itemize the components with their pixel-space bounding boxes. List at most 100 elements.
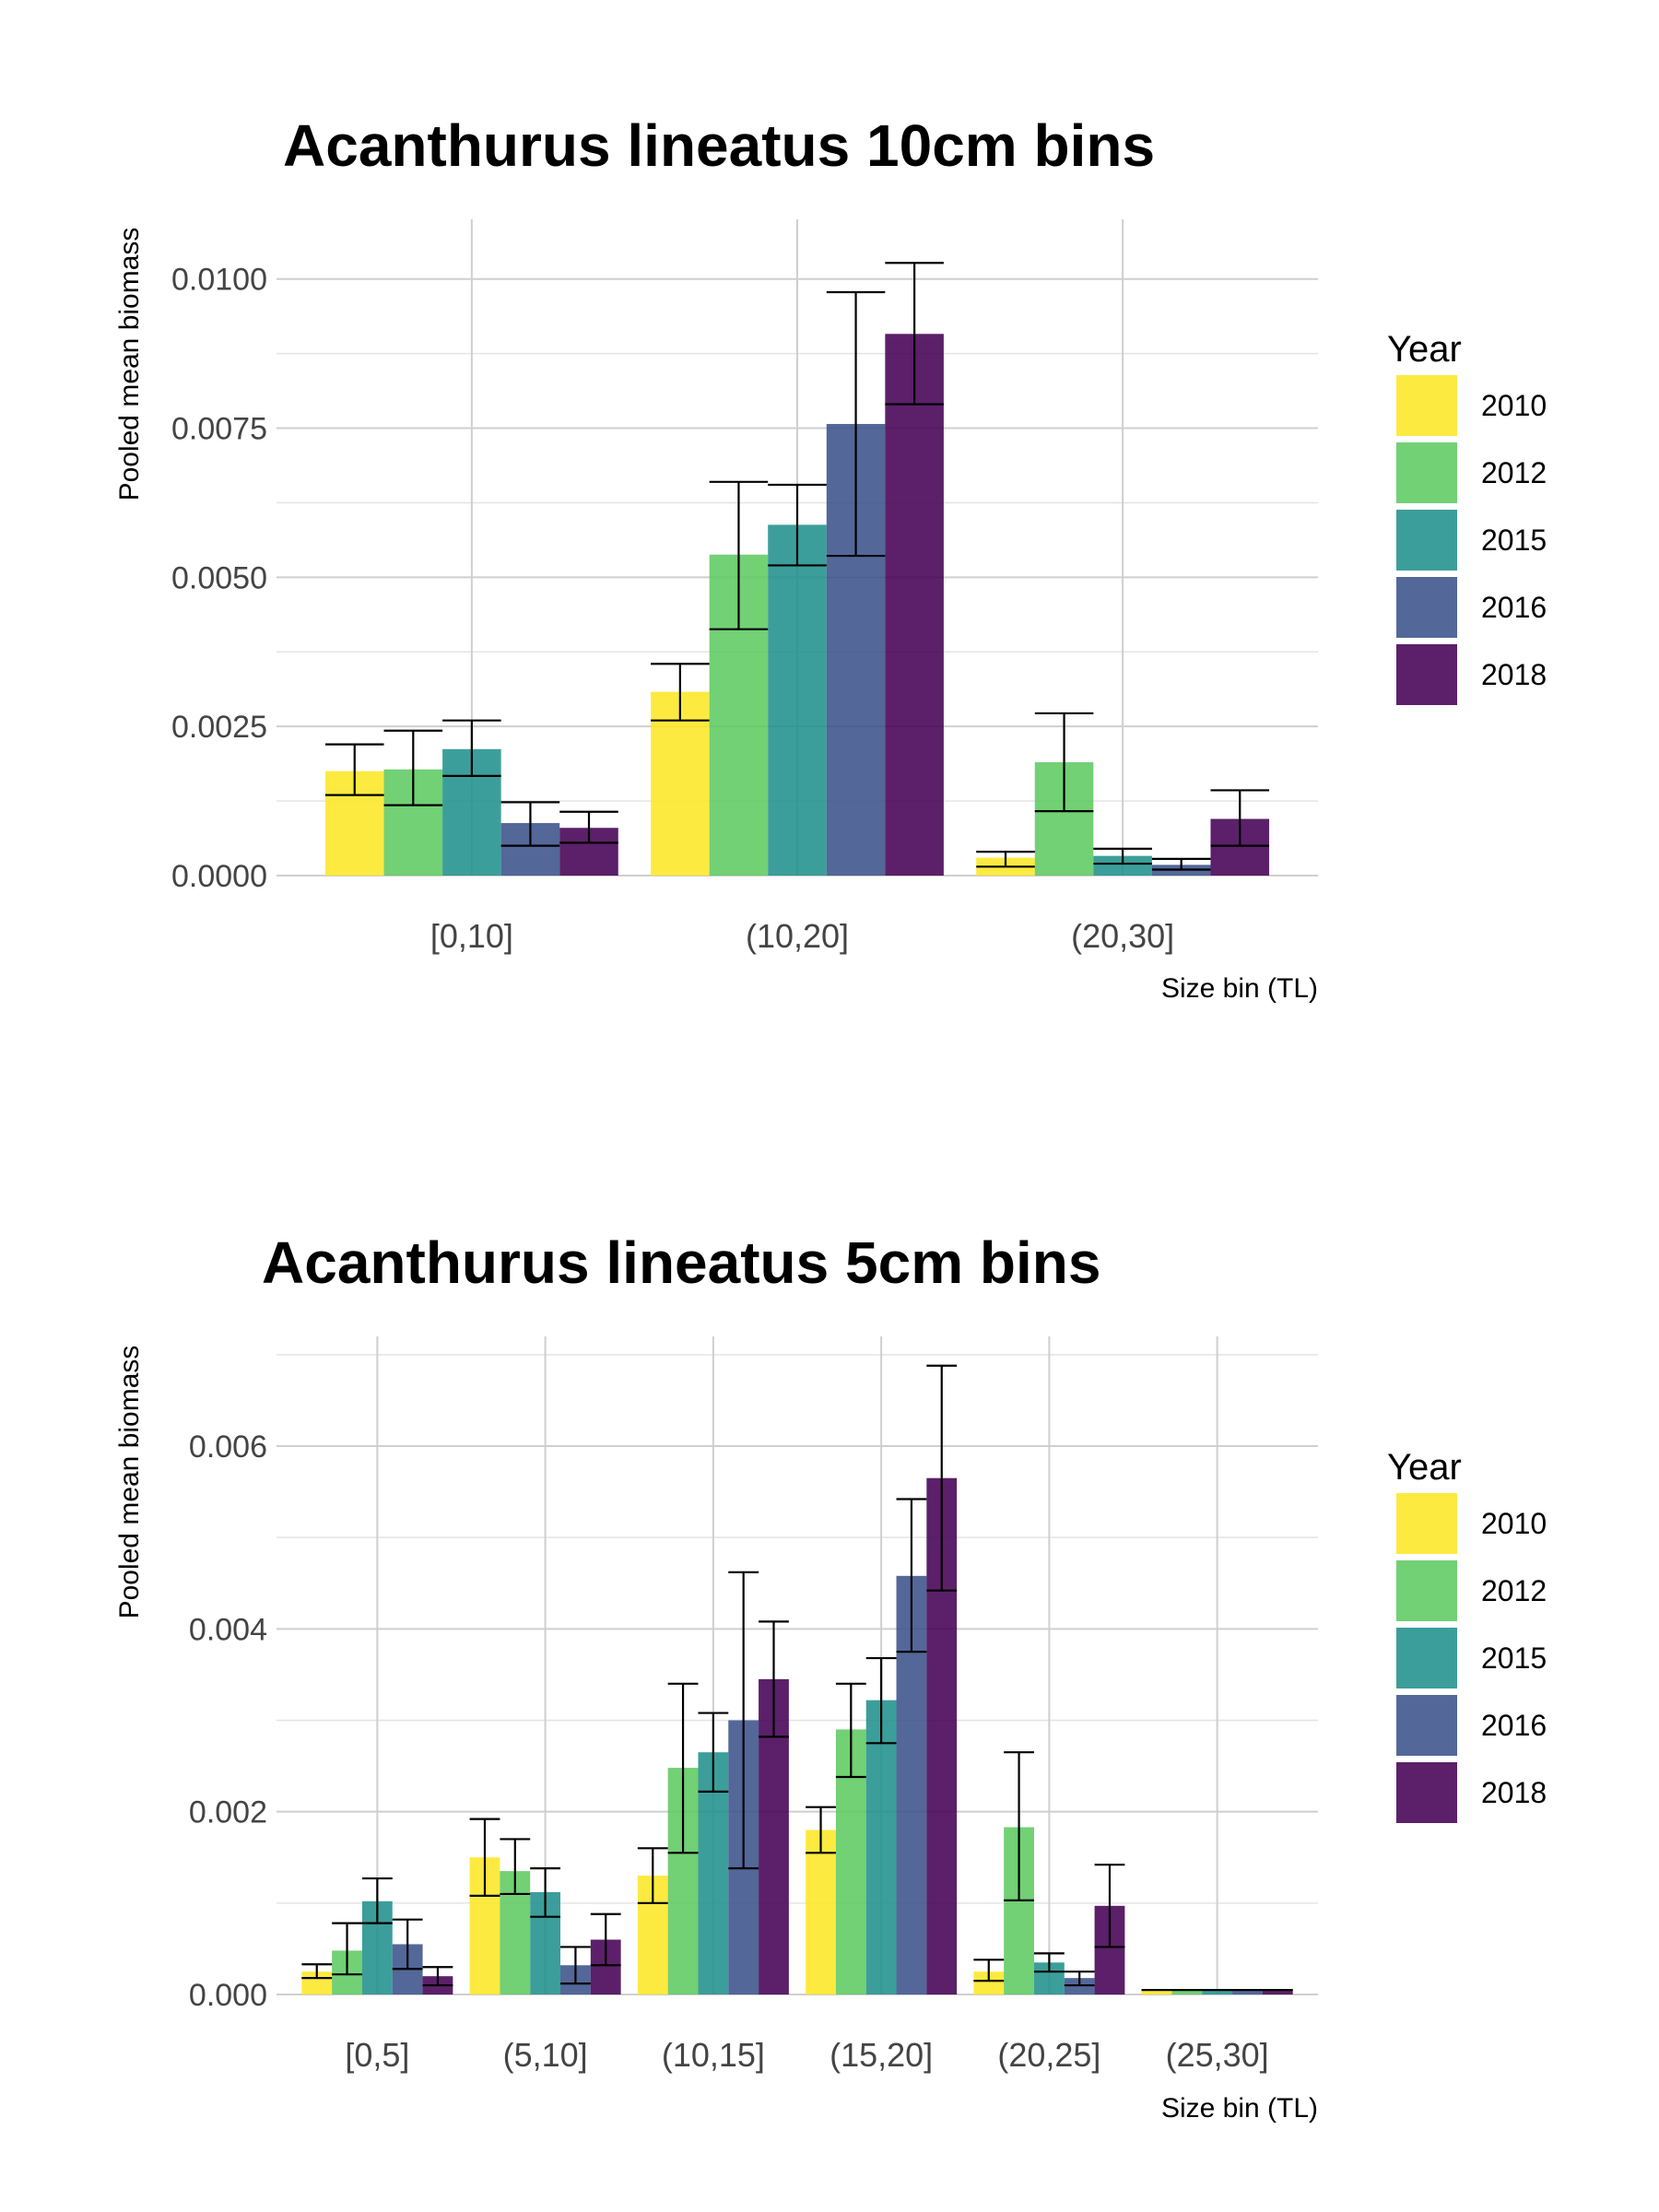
y-tick-label: 0.006 <box>189 1430 267 1465</box>
error-bar-2012-1 <box>709 480 769 630</box>
error-bar-2018-0 <box>422 1966 453 1987</box>
bar-2012-5 <box>1171 1990 1203 1994</box>
bars <box>301 1477 1293 1994</box>
legend-swatch-2012 <box>1396 442 1457 503</box>
bar-2015-1 <box>768 524 827 876</box>
error-bar-2015-2 <box>698 1712 729 1793</box>
legend-swatch-2010 <box>1396 1493 1457 1554</box>
legend-swatch-2015 <box>1396 1628 1457 1688</box>
x-tick-label: [0,5] <box>345 2036 409 2074</box>
y-ticks: 0.0000 0.0025 0.0050 0.0075 0.0100 <box>171 263 267 894</box>
error-bar-2015-1 <box>530 1867 561 1918</box>
error-bar-2018-1 <box>885 262 944 406</box>
error-bar-2018-3 <box>926 1364 958 1592</box>
error-bar-2016-0 <box>500 801 560 847</box>
error-bar-2015-2 <box>1093 847 1152 865</box>
error-bar-2016-0 <box>392 1918 423 1971</box>
error-bars <box>324 262 1270 871</box>
x-tick-label: (25,30] <box>1166 2036 1269 2074</box>
legend-label-2015: 2015 <box>1481 1641 1547 1675</box>
error-bar-2018-1 <box>590 1912 621 1967</box>
bar-2018-5 <box>1262 1990 1293 1994</box>
x-tick-label: (10,15] <box>662 2036 765 2074</box>
y-axis-label: Pooled mean biomass <box>114 228 145 501</box>
error-bar-2012-4 <box>1004 1751 1034 1901</box>
legend-label-2012: 2012 <box>1481 456 1547 489</box>
chart-10cm: Acanthurus lineatus 10cm bins 0.00000.00… <box>114 112 1547 1004</box>
bar-2015-3 <box>865 1700 897 1994</box>
error-bar-2012-1 <box>500 1838 531 1896</box>
legend-swatch-2018 <box>1396 1762 1457 1823</box>
legend-title: Year <box>1387 329 1462 370</box>
x-ticks: [0,10] (10,20] (20,30] <box>430 917 1174 955</box>
grid <box>276 1336 1318 1995</box>
bar-2018-1 <box>885 334 944 876</box>
error-bar-2018-4 <box>1094 1864 1125 1948</box>
x-tick-label: (20,25] <box>997 2036 1100 2074</box>
error-bar-2018-2 <box>1210 789 1270 847</box>
error-bar-2010-0 <box>324 743 384 796</box>
error-bar-2018-0 <box>559 810 618 844</box>
bar-2010-5 <box>1141 1990 1172 1994</box>
error-bar-2016-3 <box>896 1498 927 1653</box>
x-tick-label: (20,30] <box>1071 917 1174 955</box>
error-bar-2010-2 <box>976 851 1035 868</box>
y-tick-label: 0.0100 <box>171 263 267 298</box>
x-axis-label: Size bin (TL) <box>1161 2093 1318 2124</box>
error-bar-2016-2 <box>1151 857 1211 871</box>
legend-label-2018: 2018 <box>1481 1776 1547 1809</box>
chart-title: Acanthurus lineatus 10cm bins <box>283 112 1155 179</box>
legend-swatch-2015 <box>1396 510 1457 571</box>
legend-label-2010: 2010 <box>1481 1507 1547 1540</box>
error-bar-2012-3 <box>835 1682 866 1779</box>
bar-2010-1 <box>651 691 710 876</box>
legend-title: Year <box>1387 1447 1462 1488</box>
x-tick-label: [0,10] <box>430 917 513 955</box>
legend-swatch-2016 <box>1396 577 1457 638</box>
bar-2015-2 <box>698 1752 729 1994</box>
legend-swatch-2018 <box>1396 644 1457 705</box>
legend-swatch-2010 <box>1396 375 1457 436</box>
error-bar-2015-1 <box>768 483 827 567</box>
error-bar-2012-0 <box>332 1922 362 1976</box>
legend: Year 2010 2012 2015 2016 2018 <box>1387 329 1547 705</box>
y-ticks: 0.000 0.002 0.004 0.006 <box>189 1430 267 2013</box>
y-tick-label: 0.0050 <box>171 560 267 595</box>
chart-title: Acanthurus lineatus 5cm bins <box>262 1230 1100 1296</box>
error-bar-2015-4 <box>1033 1952 1065 1973</box>
error-bar-2010-1 <box>469 1818 500 1897</box>
error-bar-2016-2 <box>728 1571 759 1870</box>
y-tick-label: 0.0000 <box>171 859 267 894</box>
error-bar-2018-2 <box>759 1620 789 1738</box>
y-tick-label: 0.004 <box>189 1612 267 1647</box>
error-bar-2012-2 <box>1034 712 1094 813</box>
error-bar-2010-3 <box>806 1806 836 1854</box>
error-bar-2010-4 <box>973 1959 1005 1983</box>
bars <box>324 334 1270 876</box>
error-bar-2010-0 <box>301 1963 333 1980</box>
error-bar-2010-1 <box>651 663 710 722</box>
bar-2010-3 <box>806 1830 836 1994</box>
y-tick-label: 0.0025 <box>171 710 267 745</box>
x-axis-label: Size bin (TL) <box>1161 973 1318 1004</box>
error-bar-2016-1 <box>826 290 886 558</box>
bar-2016-5 <box>1232 1990 1263 1994</box>
legend-label-2018: 2018 <box>1481 658 1547 691</box>
legend-swatch-2012 <box>1396 1560 1457 1621</box>
error-bar-2012-0 <box>383 729 443 806</box>
legend-label-2010: 2010 <box>1481 389 1547 422</box>
y-tick-label: 0.0075 <box>171 412 267 447</box>
legend-label-2012: 2012 <box>1481 1574 1547 1607</box>
x-tick-label: (5,10] <box>503 2036 588 2074</box>
x-tick-label: (15,20] <box>830 2036 933 2074</box>
y-tick-label: 0.002 <box>189 1795 267 1830</box>
y-tick-label: 0.000 <box>189 1978 267 2013</box>
error-bar-2012-2 <box>667 1682 699 1854</box>
legend-swatch-2016 <box>1396 1695 1457 1756</box>
bar-2015-5 <box>1202 1990 1233 1994</box>
y-axis-label: Pooled mean biomass <box>114 1346 145 1619</box>
x-tick-label: (10,20] <box>746 917 849 955</box>
error-bar-2016-4 <box>1064 1971 1095 1987</box>
chart-5cm: Acanthurus lineatus 5cm bins 0.0000.0020… <box>114 1230 1547 2124</box>
